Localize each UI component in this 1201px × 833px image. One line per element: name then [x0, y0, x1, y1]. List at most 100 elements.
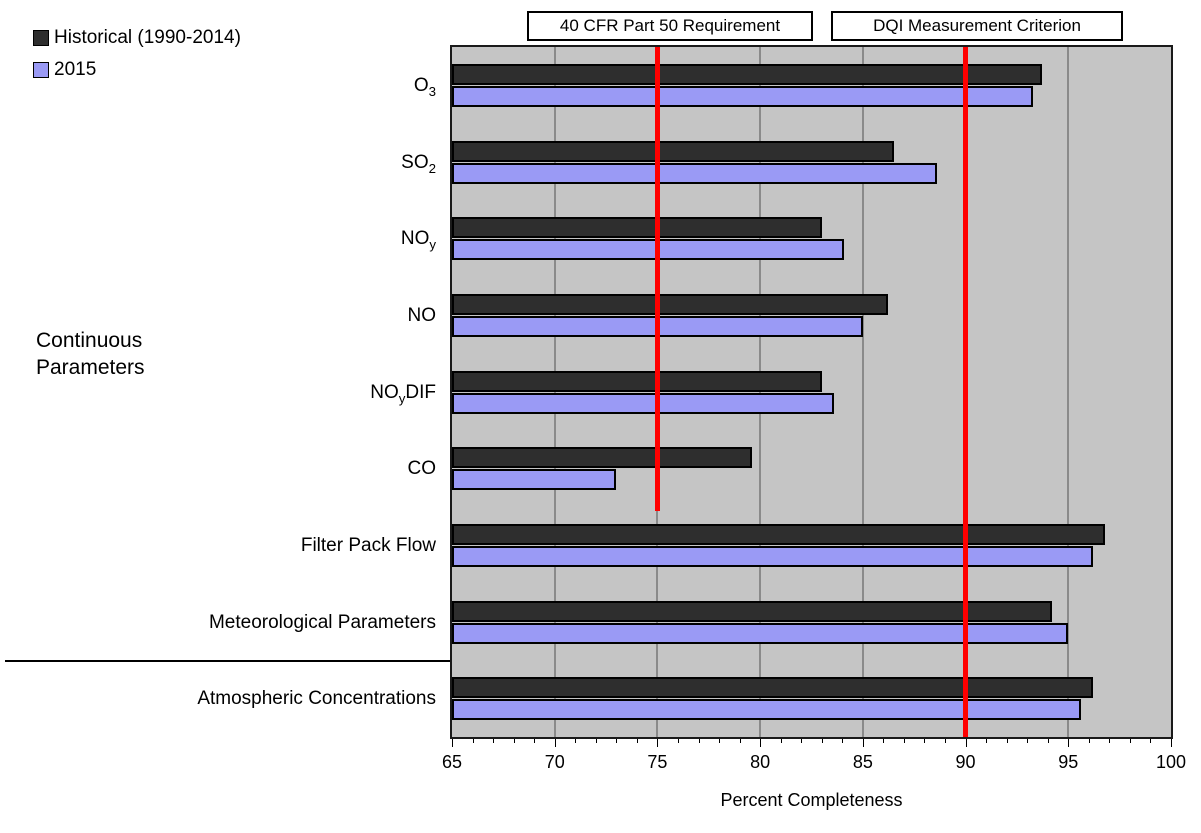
category-label-part: Filter Pack Flow	[300, 535, 436, 556]
minor-tick-94	[1047, 739, 1049, 743]
bar-historical-no	[452, 294, 888, 315]
category-label-part: NO	[400, 228, 430, 250]
legend-item-historical: Historical (1990-2014)	[33, 22, 241, 54]
reference-line-90	[963, 47, 969, 737]
minor-tick-72	[595, 739, 597, 743]
major-tick-100	[1171, 739, 1172, 747]
minor-tick-76	[677, 739, 679, 743]
gridline-70	[553, 47, 556, 737]
tick-label-85: 85	[852, 752, 873, 772]
category-label-no: NO	[0, 304, 437, 328]
minor-tick-66	[472, 739, 474, 743]
minor-tick-71	[575, 739, 577, 743]
tick-label-70: 70	[544, 752, 565, 772]
minor-tick-68	[513, 739, 515, 743]
legend-item-2015: 2015	[33, 54, 241, 86]
bar-historical-filter-pack-flow	[452, 524, 1106, 545]
category-label-part: NO	[370, 381, 399, 403]
minor-tick-97	[1109, 739, 1111, 743]
category-label-atmospheric-concentrations: Atmospheric Concentrations	[0, 687, 436, 711]
category-label-part: NO	[407, 305, 437, 326]
plot-area	[450, 45, 1173, 739]
minor-tick-77	[698, 739, 700, 743]
category-labels: O3 SO2 NOy NO NOyDIF CO Filter Pack Flow Meteor…	[0, 47, 444, 737]
minor-tick-87	[903, 739, 905, 743]
bar-2015-noydif	[452, 392, 835, 414]
ref-label-box-40cfr: 40 CFR Part 50 Requirement	[527, 11, 813, 41]
legend-swatch-historical	[33, 30, 49, 46]
legend-swatch-2015	[33, 62, 49, 78]
bar-2015-filter-pack-flow	[452, 546, 1093, 567]
category-label-part: O	[413, 75, 429, 96]
major-tick-85	[862, 739, 864, 747]
minor-tick-96	[1088, 739, 1090, 743]
tick-label-80: 80	[750, 752, 771, 772]
bar-historical-co	[452, 447, 752, 469]
category-label-meteorological-parameters: Meteorological Parameters	[0, 611, 436, 635]
bar-historical-so2	[452, 140, 894, 162]
ref-label-box-dqi: DQI Measurement Criterion	[831, 11, 1123, 41]
group-label-continuous-parameters: Continuous Parameters	[36, 327, 145, 381]
category-label-noy: NOy	[0, 227, 436, 253]
gridline-85	[861, 47, 864, 737]
category-label-part: DIF	[405, 381, 436, 403]
minor-tick-69	[534, 739, 536, 743]
minor-tick-89	[945, 739, 947, 743]
bar-historical-atmospheric-concentrations	[452, 677, 1093, 699]
minor-tick-86	[883, 739, 885, 743]
major-tick-90	[965, 739, 967, 747]
bar-historical-noydif	[452, 370, 822, 392]
tick-label-75: 75	[647, 752, 668, 772]
minor-tick-79	[739, 739, 741, 743]
major-tick-75	[657, 739, 659, 747]
category-label-part: Atmospheric Concentrations	[197, 688, 436, 710]
legend: Historical (1990-2014) 2015	[33, 22, 241, 86]
category-label-filter-pack-flow: Filter Pack Flow	[0, 534, 436, 558]
category-label-part: y	[398, 390, 406, 406]
minor-tick-82	[801, 739, 803, 743]
gridline-80	[759, 47, 762, 737]
category-label-part: y	[429, 237, 436, 253]
bar-historical-noy	[452, 217, 822, 239]
x-axis-ticks	[452, 739, 1172, 748]
x-axis-title: Percent Completeness	[720, 790, 903, 810]
gridline-95	[1067, 47, 1070, 737]
category-label-part: Meteorological Parameters	[208, 611, 436, 633]
tick-label-95: 95	[1058, 752, 1079, 772]
category-label-co: CO	[0, 457, 437, 481]
major-tick-70	[554, 739, 556, 747]
category-label-noydif: NOyDIF	[0, 381, 436, 406]
tick-label-90: 90	[955, 752, 976, 772]
group-divider-line	[5, 660, 453, 662]
bar-2015-o3	[452, 86, 1034, 107]
group-label-line2: Parameters	[36, 356, 145, 379]
minor-tick-84	[842, 739, 844, 743]
minor-tick-74	[636, 739, 638, 743]
category-label-part: 3	[428, 83, 436, 99]
minor-tick-98	[1129, 739, 1131, 743]
minor-tick-81	[780, 739, 782, 743]
minor-tick-88	[924, 739, 926, 743]
bar-2015-noy	[452, 239, 845, 261]
minor-tick-99	[1150, 739, 1152, 743]
minor-tick-93	[1027, 739, 1029, 743]
minor-tick-73	[616, 739, 618, 743]
reference-line-75	[654, 47, 660, 511]
bar-historical-o3	[452, 64, 1042, 85]
minor-tick-83	[821, 739, 823, 743]
x-axis-tick-labels: 65 70 75 80 85 90 95 100	[442, 752, 1186, 774]
bar-2015-so2	[452, 162, 937, 184]
category-label-part: 2	[428, 160, 436, 176]
minor-tick-92	[1006, 739, 1008, 743]
legend-label-2015: 2015	[54, 59, 97, 80]
category-label-part: SO	[401, 151, 429, 173]
minor-tick-91	[986, 739, 988, 743]
bar-2015-atmospheric-concentrations	[452, 699, 1081, 721]
bar-historical-meteorological-parameters	[452, 600, 1052, 622]
tick-label-100: 100	[1155, 752, 1187, 772]
bar-2015-co	[452, 469, 617, 491]
major-tick-80	[760, 739, 762, 747]
bar-2015-meteorological-parameters	[452, 622, 1069, 644]
major-tick-65	[452, 739, 453, 747]
